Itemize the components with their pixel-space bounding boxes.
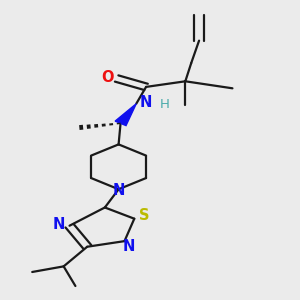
- Text: S: S: [139, 208, 149, 223]
- Text: H: H: [160, 98, 170, 111]
- Text: N: N: [123, 239, 135, 254]
- Text: N: N: [52, 217, 65, 232]
- Text: N: N: [112, 183, 125, 198]
- Polygon shape: [115, 104, 136, 126]
- Text: N: N: [140, 95, 152, 110]
- Text: O: O: [102, 70, 114, 85]
